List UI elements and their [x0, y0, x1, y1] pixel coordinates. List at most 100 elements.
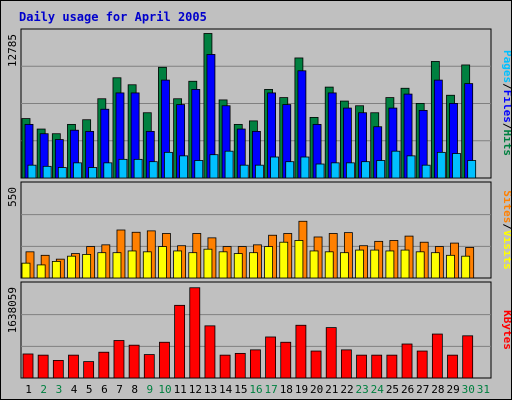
bar-visits-2	[36, 264, 46, 279]
bar-visits-6	[97, 252, 107, 279]
bar-pages-28	[436, 151, 446, 179]
bar-kbytes-5	[83, 361, 95, 379]
bar-pages-27	[421, 164, 431, 179]
bar-pages-7	[118, 158, 128, 179]
day-label-7: 7	[116, 383, 123, 396]
bar-kbytes-23	[356, 354, 367, 379]
bar-visits-21	[324, 251, 334, 279]
bar-visits-23	[355, 249, 364, 279]
bar-pages-23	[361, 161, 370, 179]
legend-legend_middle-sep: /	[501, 223, 511, 230]
day-label-4: 4	[71, 383, 78, 396]
bar-visits-20	[309, 250, 319, 279]
bar-pages-25	[391, 150, 401, 179]
bar-kbytes-4	[68, 354, 79, 379]
bar-kbytes-22	[340, 349, 352, 379]
day-label-20: 20	[310, 383, 323, 396]
bar-visits-29	[446, 254, 455, 279]
bar-visits-9	[142, 251, 152, 279]
bar-kbytes-27	[416, 350, 428, 379]
bar-visits-19	[294, 240, 304, 279]
bar-visits-4	[67, 255, 76, 279]
day-label-29: 29	[446, 383, 459, 396]
bar-visits-1	[21, 262, 31, 279]
bar-kbytes-2	[37, 354, 49, 379]
max-label-kbytes: 1638059	[6, 287, 19, 333]
legend-legend_top-hits: Hits	[501, 130, 511, 157]
bar-pages-6	[103, 162, 113, 179]
bar-pages-20	[315, 163, 325, 179]
bar-pages-13	[209, 154, 219, 179]
bar-pages-9	[148, 161, 158, 179]
bar-pages-1	[27, 164, 37, 179]
bar-pages-22	[345, 162, 355, 179]
legend-legend_top-files: Files	[501, 90, 511, 123]
bar-pages-4	[73, 162, 82, 179]
bar-visits-13	[203, 248, 213, 279]
bar-pages-21	[330, 162, 340, 179]
bar-visits-18	[279, 241, 289, 279]
bar-kbytes-25	[386, 354, 398, 379]
bar-kbytes-30	[462, 335, 474, 379]
day-axis: 1 2 3 4 5 6 7 8 9 10 11 12 13 14 15 16 17 18 19 20 21 22 23 24 2…	[25, 383, 490, 396]
legend-legend_top-sep1: /	[501, 83, 511, 90]
bar-kbytes-15	[234, 352, 246, 379]
bar-visits-25	[385, 250, 395, 279]
day-label-31: 31	[477, 383, 490, 396]
bar-kbytes-16	[250, 349, 261, 379]
day-label-3: 3	[56, 383, 63, 396]
max-label-sites-visits: 550	[6, 187, 19, 207]
bar-pages-17	[270, 156, 279, 179]
day-label-1: 1	[25, 383, 32, 396]
day-label-14: 14	[219, 383, 233, 396]
day-label-5: 5	[86, 383, 93, 396]
day-label-19: 19	[295, 383, 308, 396]
day-label-25: 25	[386, 383, 399, 396]
day-label-18: 18	[280, 383, 293, 396]
bar-kbytes-20	[310, 350, 322, 379]
day-label-8: 8	[131, 383, 138, 396]
day-label-13: 13	[204, 383, 217, 396]
bar-visits-22	[339, 252, 349, 279]
bar-kbytes-26	[401, 343, 413, 379]
max-label-hits-files-pages: 12785	[6, 34, 19, 67]
legend-legend_middle-sites: Sites	[501, 190, 511, 223]
bar-pages-18	[285, 161, 295, 179]
day-label-17: 17	[265, 383, 278, 396]
bar-visits-7	[112, 252, 122, 279]
bar-kbytes-21	[325, 327, 337, 379]
day-label-23: 23	[356, 383, 369, 396]
bar-kbytes-9	[143, 354, 155, 379]
bar-visits-14	[218, 251, 228, 279]
bar-visits-10	[158, 246, 167, 279]
bar-pages-14	[224, 150, 234, 179]
bar-kbytes-13	[204, 325, 216, 379]
bar-kbytes-3	[52, 360, 64, 379]
bar-kbytes-7	[113, 340, 125, 379]
bar-kbytes-12	[189, 287, 201, 379]
bar-visits-12	[188, 252, 198, 279]
bar-visits-17	[264, 246, 273, 279]
day-label-9: 9	[147, 383, 154, 396]
bar-visits-8	[127, 250, 137, 279]
bar-visits-5	[82, 254, 92, 279]
bar-kbytes-14	[219, 354, 231, 379]
bar-visits-3	[51, 261, 61, 279]
day-label-6: 6	[101, 383, 108, 396]
bar-kbytes-17	[265, 336, 276, 379]
bar-pages-19	[300, 156, 310, 179]
bar-pages-15	[239, 164, 249, 179]
bar-pages-16	[255, 164, 264, 179]
bar-pages-26	[406, 155, 416, 179]
day-label-15: 15	[234, 383, 247, 396]
bar-pages-11	[179, 155, 189, 179]
day-label-2: 2	[40, 383, 47, 396]
bar-pages-10	[164, 151, 173, 179]
bar-kbytes-29	[447, 354, 458, 379]
bar-pages-24	[376, 160, 386, 179]
legend-legend_middle-visits: Visits	[501, 230, 511, 270]
bar-visits-27	[415, 251, 425, 279]
bar-visits-11	[173, 250, 183, 279]
